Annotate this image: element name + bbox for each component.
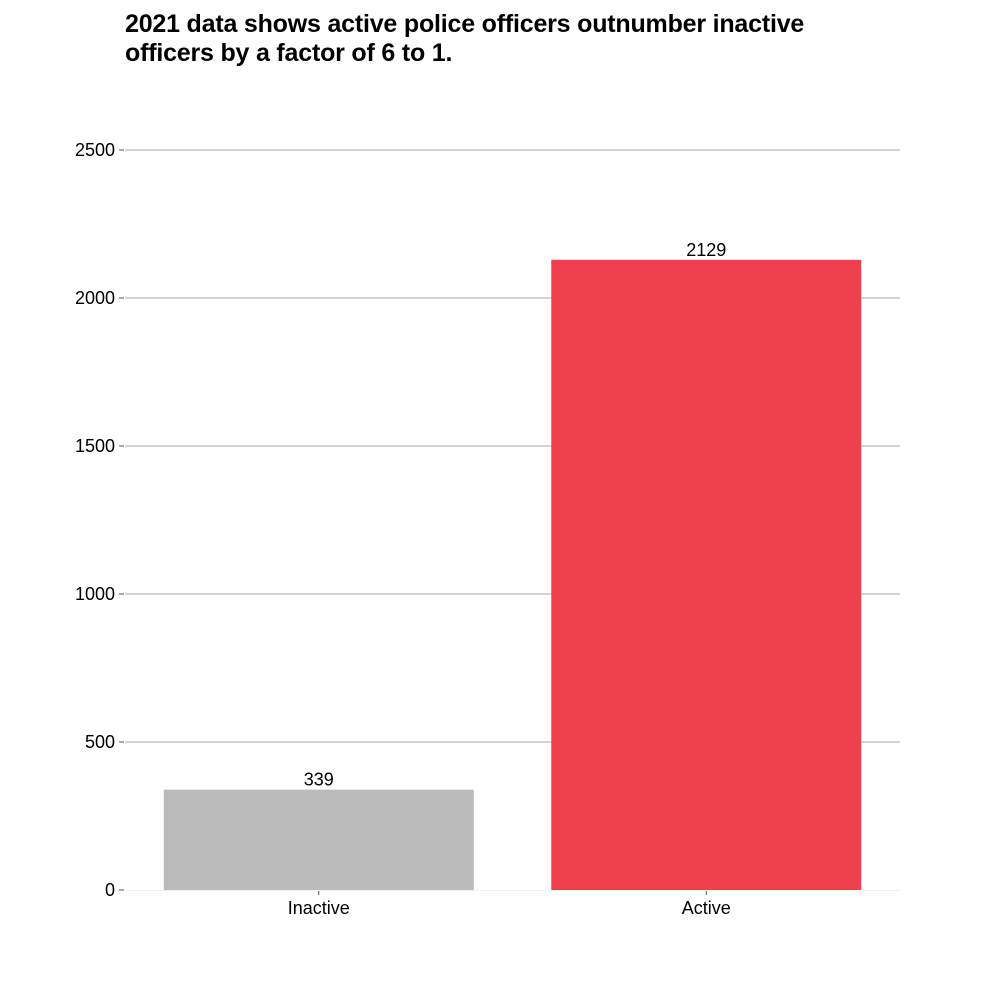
labels: 0 500 1000 1500 2000 2500 339 Inactive 2129 Activ… (75, 140, 731, 918)
data-label-active: 2129 (686, 240, 726, 260)
y-tick-label: 0 (105, 880, 115, 900)
data-label-inactive: 339 (304, 770, 334, 790)
bar-active (551, 259, 862, 890)
y-tick-label: 1000 (75, 584, 115, 604)
x-tick-label-active: Active (682, 898, 731, 918)
y-tick-label: 2000 (75, 288, 115, 308)
y-tick-label: 500 (85, 732, 115, 752)
axes (119, 149, 900, 895)
chart-title: 2021 data shows active police officers o… (125, 10, 805, 67)
y-tick-label: 1500 (75, 436, 115, 456)
bar-inactive (163, 789, 474, 890)
x-tick-label-inactive: Inactive (288, 898, 350, 918)
y-tick-label: 2500 (75, 140, 115, 160)
bars (163, 259, 862, 890)
